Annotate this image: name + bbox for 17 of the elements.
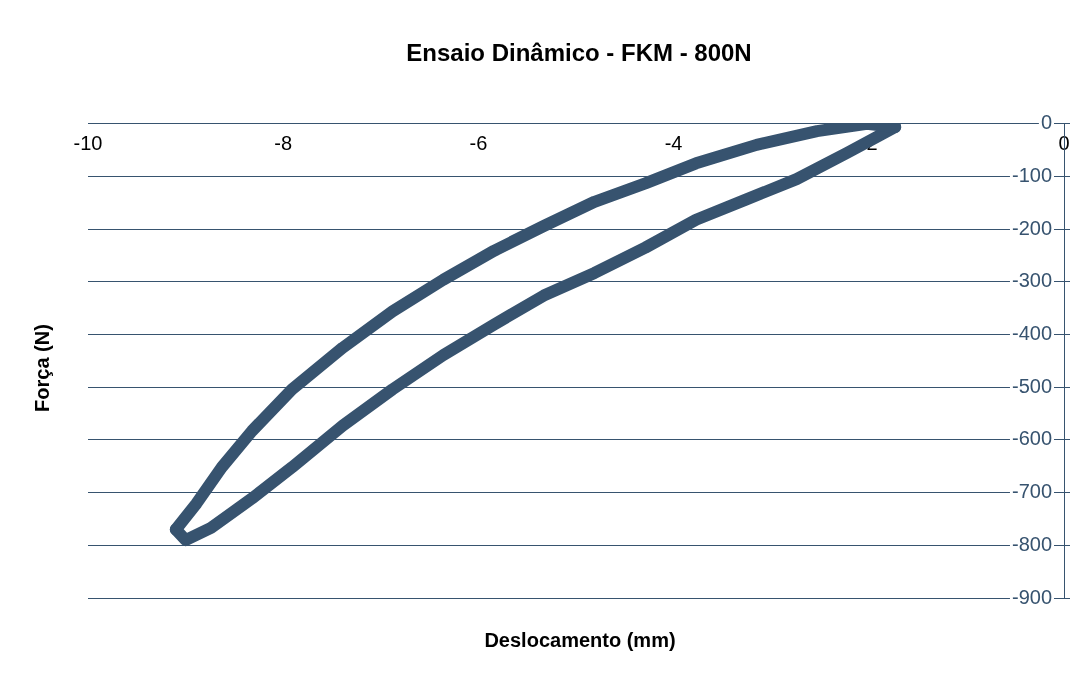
x-tick-label: -4 <box>664 132 683 155</box>
y-tick-label: -300 <box>1011 269 1052 292</box>
y-tick-label: -600 <box>1011 427 1052 450</box>
y-tick-label: -100 <box>1011 164 1052 186</box>
chart-title: Ensaio Dinâmico - FKM - 800N <box>406 39 752 67</box>
y-tick-label: -900 <box>1011 585 1052 608</box>
y-tick-label: -500 <box>1011 374 1052 397</box>
y-tick-label: -200 <box>1011 216 1052 239</box>
y-tick-label: -800 <box>1011 532 1052 555</box>
y-tick-label: 0 <box>1040 111 1052 134</box>
x-axis-title: Deslocamento (mm) <box>484 628 676 652</box>
y-tick-label: -400 <box>1011 322 1052 345</box>
x-tick-label: -6 <box>469 132 488 155</box>
x-tick-label: -10 <box>73 132 103 155</box>
x-tick-label: -8 <box>274 132 293 155</box>
y-axis-title: Força (N) <box>30 324 54 412</box>
y-tick-label: -700 <box>1011 480 1052 503</box>
